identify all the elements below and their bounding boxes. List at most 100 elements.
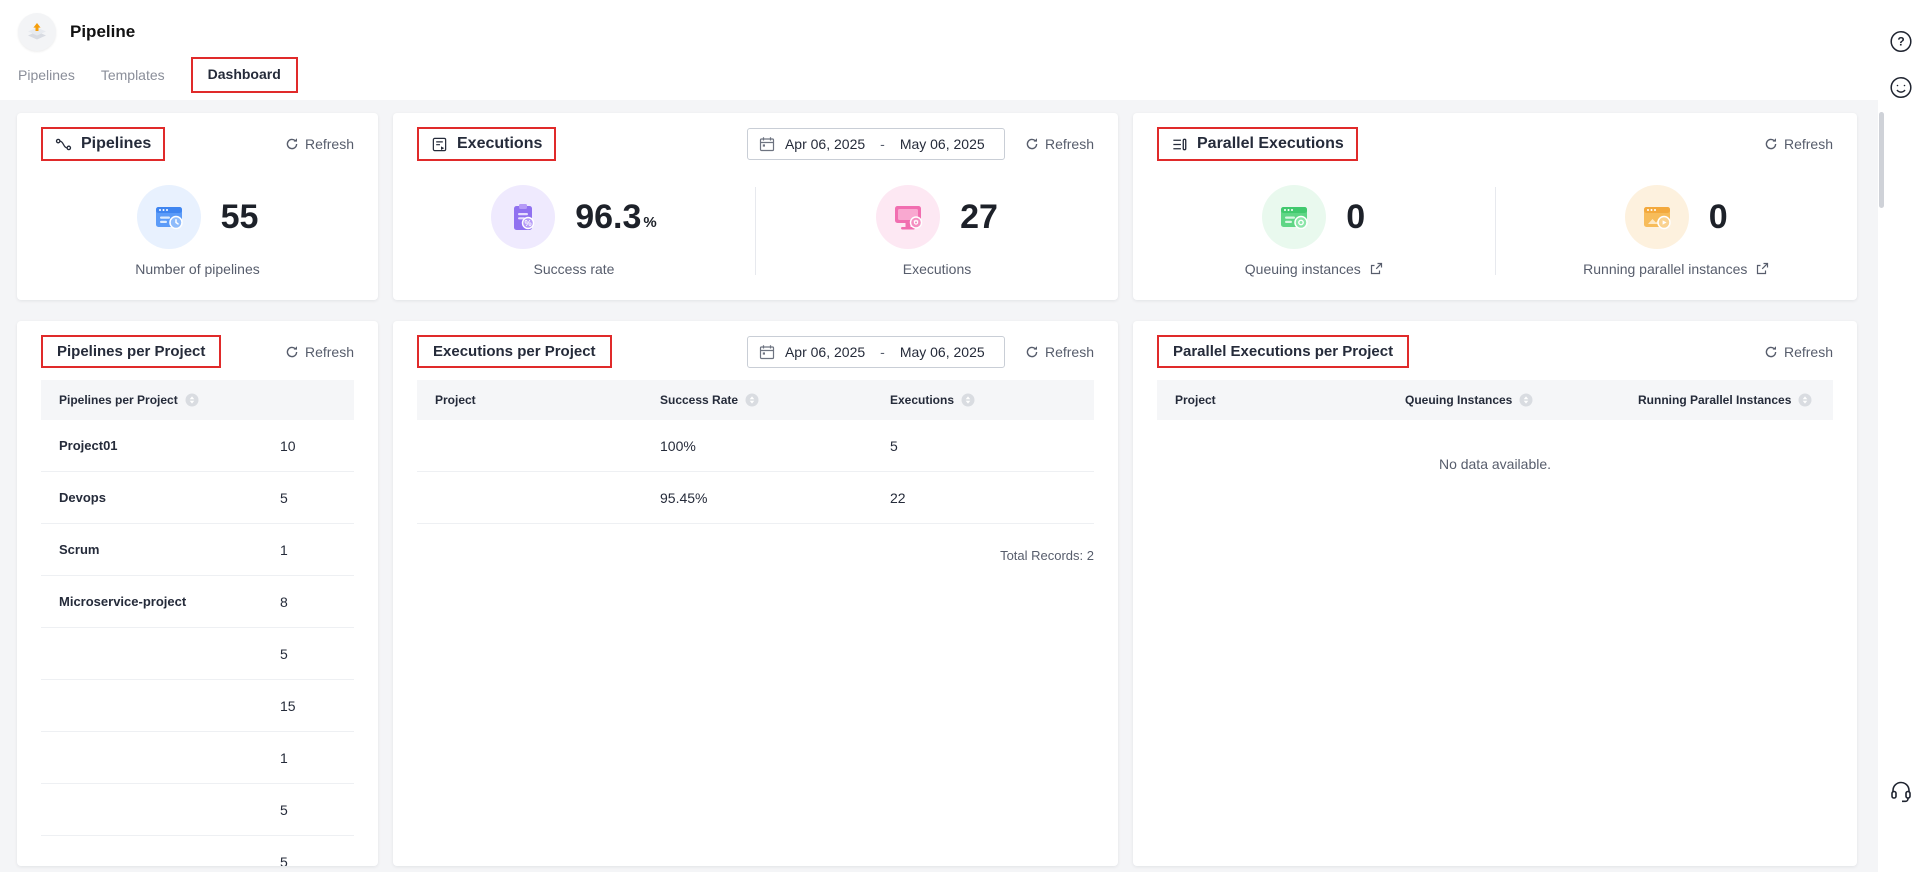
help-icon[interactable]: ? [1889, 30, 1912, 58]
executions-icon [431, 136, 448, 153]
project-name: Scrum [59, 542, 100, 557]
annotation-box-executions-per-project: Executions per Project [417, 335, 612, 368]
stat-divider [1494, 186, 1496, 275]
table-row: 100% 5 [417, 420, 1094, 472]
parallel-executions-refresh-button[interactable]: Refresh [1764, 136, 1833, 152]
pipeline-count: 1 [280, 541, 288, 558]
parallel-executions-card-header: Parallel Executions Refresh [1133, 113, 1857, 161]
executions-refresh-button[interactable]: Refresh [1025, 136, 1094, 152]
column-header-running-parallel-instances: Running Parallel Instances [1638, 393, 1792, 407]
pipelines-per-project-header: Pipelines per Project Refresh [17, 321, 378, 368]
pipeline-count: 8 [280, 593, 288, 610]
pipelines-per-project-table: Pipelines per Project Project01 10 Devop… [41, 380, 354, 866]
pipeline-logo-icon [18, 13, 56, 51]
pipeline-count-stat: 55 Number of pipelines [17, 184, 378, 277]
stat-divider [755, 186, 756, 275]
sort-icon[interactable] [1798, 393, 1812, 407]
pipeline-count-value: 55 [220, 197, 259, 236]
annotation-box-pipelines-per-project: Pipelines per Project [41, 335, 222, 368]
column-header-label: Pipelines per Project [59, 393, 178, 407]
external-link-icon[interactable] [1755, 262, 1769, 276]
parallel-executions-per-project-refresh-button[interactable]: Refresh [1764, 344, 1833, 360]
refresh-label: Refresh [1783, 343, 1833, 360]
pipeline-count: 1 [280, 749, 288, 766]
pipelines-per-project-refresh-button[interactable]: Refresh [285, 344, 354, 360]
running-parallel-instances-stat: 0 Running parallel instances [1496, 184, 1858, 277]
parallel-executions-card-title: Parallel Executions [1197, 135, 1344, 152]
success-rate-cell: 100% [660, 437, 696, 454]
executions-cell: 5 [890, 437, 898, 454]
executions-count-label: Executions [902, 260, 972, 277]
annotation-box-executions: Executions [417, 127, 557, 161]
success-rate-cell: 95.45% [660, 489, 708, 506]
refresh-icon [1025, 137, 1039, 151]
tab-bar: Pipelines Templates Dashboard [0, 52, 1917, 98]
external-link-icon[interactable] [1369, 262, 1383, 276]
annotation-box-pipelines: Pipelines [41, 127, 166, 161]
success-rate-label: Success rate [533, 260, 615, 277]
pipeline-count: 5 [280, 645, 288, 662]
table-row: 95.45% 22 [417, 472, 1094, 524]
calendar-icon [759, 344, 775, 360]
date-end: May 06, 2025 [899, 343, 985, 360]
calendar-icon [759, 136, 775, 152]
date-start: Apr 06, 2025 [784, 136, 866, 152]
table-row: 5 [41, 784, 354, 836]
table-row: 5 [41, 836, 354, 867]
refresh-icon [285, 345, 299, 359]
table-row: 5 [41, 628, 354, 680]
sort-icon[interactable] [745, 393, 759, 407]
executions-per-project-header: Executions per Project Apr 06, 2025 - Ma… [393, 321, 1118, 368]
executions-per-project-refresh-button[interactable]: Refresh [1025, 344, 1094, 360]
svg-text:%: % [525, 218, 532, 227]
refresh-label: Refresh [304, 343, 354, 360]
sort-icon[interactable] [961, 393, 975, 407]
feedback-smiley-icon[interactable] [1889, 76, 1912, 104]
queuing-instances-text: Queuing instances [1244, 260, 1361, 277]
running-parallel-instances-value: 0 [1708, 197, 1728, 236]
date-separator: - [880, 136, 885, 152]
parallel-executions-card: Parallel Executions Refresh [1133, 113, 1857, 300]
date-end: May 06, 2025 [899, 136, 985, 152]
pipeline-count: 15 [280, 697, 296, 714]
tab-pipelines[interactable]: Pipelines [18, 67, 75, 83]
tab-templates[interactable]: Templates [100, 67, 165, 83]
success-rate-number: 96.3 [575, 197, 642, 236]
support-headset-icon[interactable] [1888, 778, 1913, 808]
annotation-box-dashboard: Dashboard [190, 57, 298, 93]
page-title: Pipeline [70, 22, 136, 41]
executions-card-header: Executions Apr 06, 2025 - May 06, 2025 [393, 113, 1118, 161]
date-separator: - [880, 343, 885, 360]
parallel-executions-per-project-title: Parallel Executions per Project [1173, 343, 1394, 360]
sort-icon[interactable] [1519, 393, 1533, 407]
refresh-label: Refresh [1044, 136, 1094, 152]
executions-count-value: 27 [960, 197, 998, 236]
table-row: 15 [41, 680, 354, 732]
queuing-instances-icon [1262, 184, 1327, 249]
pipelines-card: Pipelines Refresh [17, 113, 378, 300]
refresh-label: Refresh [304, 136, 354, 152]
executions-per-project-card: Executions per Project Apr 06, 2025 - Ma… [393, 321, 1118, 866]
column-header-executions: Executions [890, 393, 955, 407]
executions-per-project-table: Project Success Rate Executions [417, 380, 1094, 524]
executions-per-project-date-range-picker[interactable]: Apr 06, 2025 - May 06, 2025 [746, 335, 1005, 368]
refresh-icon [1764, 137, 1778, 151]
total-records: Total Records: 2 [1000, 548, 1094, 563]
pipelines-refresh-button[interactable]: Refresh [285, 136, 354, 152]
running-parallel-instances-text: Running parallel instances [1583, 260, 1748, 277]
executions-date-range-picker[interactable]: Apr 06, 2025 - May 06, 2025 [746, 128, 1005, 160]
refresh-label: Refresh [1783, 136, 1833, 152]
sort-icon[interactable] [185, 393, 199, 407]
pipeline-count-label: Number of pipelines [135, 260, 260, 277]
table-row: Project01 10 [41, 420, 354, 472]
success-rate-unit: % [643, 213, 657, 231]
tab-dashboard[interactable]: Dashboard [207, 66, 281, 82]
refresh-icon [1764, 345, 1778, 359]
executions-per-project-title: Executions per Project [433, 343, 596, 360]
pipeline-count: 5 [280, 489, 288, 506]
svg-text:?: ? [1897, 35, 1904, 49]
column-header-project: Project [435, 393, 476, 407]
success-rate-icon: % [491, 184, 556, 249]
vertical-scrollbar[interactable] [1879, 112, 1884, 208]
executions-card: Executions Apr 06, 2025 - May 06, 2025 [393, 113, 1118, 300]
